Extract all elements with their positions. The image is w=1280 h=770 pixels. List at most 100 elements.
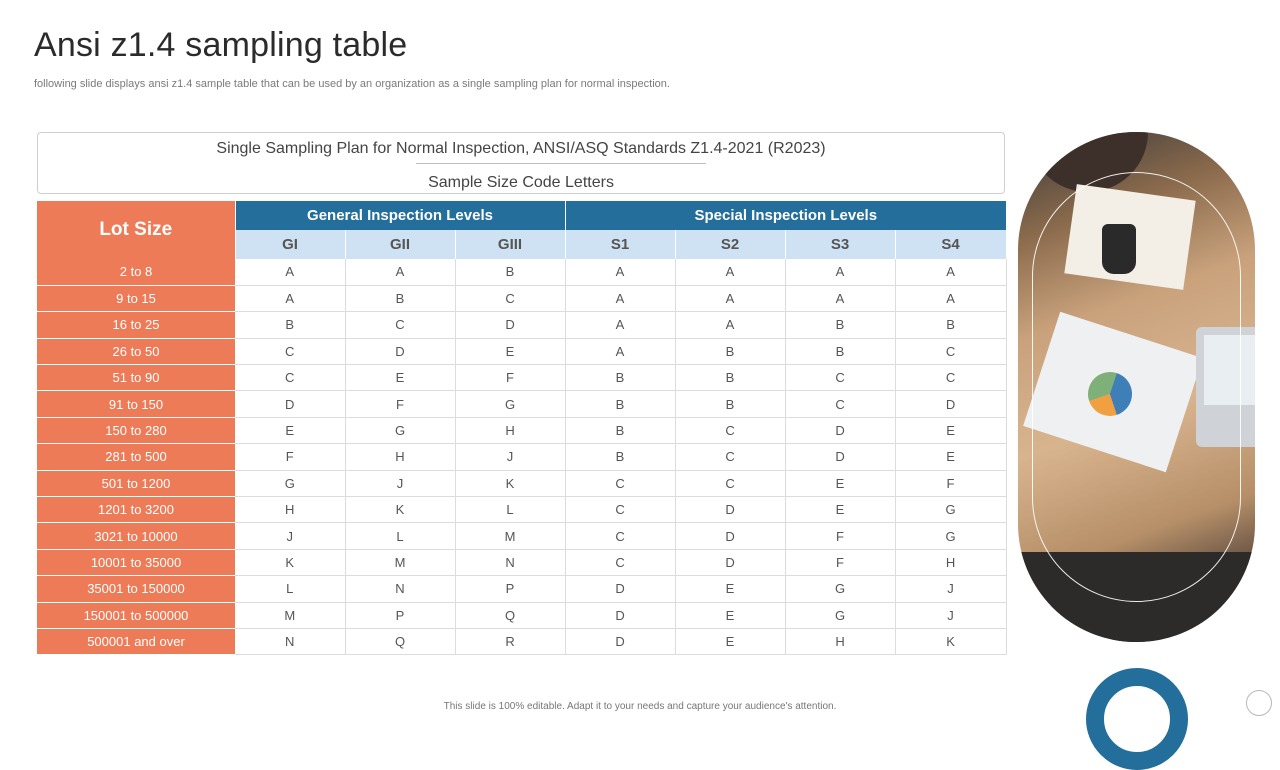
table-row: 26 to 50 C D E A B B C bbox=[37, 338, 1007, 366]
code-cell: A bbox=[785, 259, 896, 286]
lot-size-cell: 10001 to 35000 bbox=[37, 549, 235, 577]
table-row: 51 to 90 C E F B B C C bbox=[37, 364, 1007, 392]
column-header: S4 bbox=[895, 230, 1007, 259]
lot-size-cell: 16 to 25 bbox=[37, 311, 235, 339]
code-cell: A bbox=[235, 285, 346, 313]
code-cell: J bbox=[895, 602, 1007, 629]
code-cell: E bbox=[345, 364, 456, 392]
code-cell: B bbox=[235, 311, 346, 339]
column-header: GI bbox=[235, 230, 346, 259]
photo-frame-ring bbox=[1032, 172, 1241, 602]
general-inspection-header: General Inspection Levels bbox=[235, 201, 566, 230]
table-row: 9 to 15 A B C A A A A bbox=[37, 285, 1007, 313]
code-cell: F bbox=[895, 470, 1007, 498]
code-cell: G bbox=[895, 496, 1007, 524]
code-cell: L bbox=[235, 575, 346, 603]
code-cell: R bbox=[455, 628, 566, 656]
code-cell: G bbox=[455, 390, 566, 418]
code-cell: C bbox=[455, 285, 566, 313]
code-cell: G bbox=[785, 575, 896, 603]
code-cell: B bbox=[565, 417, 676, 445]
code-cell: C bbox=[235, 338, 346, 366]
code-cell: B bbox=[785, 338, 896, 366]
laptop-screen bbox=[1204, 335, 1255, 405]
code-cell: A bbox=[675, 259, 786, 286]
code-cell: K bbox=[455, 470, 566, 498]
code-cell: A bbox=[565, 338, 676, 366]
code-cell: E bbox=[785, 470, 896, 498]
lot-size-cell: 9 to 15 bbox=[37, 285, 235, 313]
code-cell: E bbox=[785, 496, 896, 524]
code-cell: H bbox=[455, 417, 566, 445]
table-row: 16 to 25 B C D A A B B bbox=[37, 311, 1007, 339]
code-cell: D bbox=[565, 575, 676, 603]
slide-subtitle: following slide displays ansi z1.4 sampl… bbox=[34, 78, 670, 90]
code-cell: F bbox=[785, 549, 896, 577]
lot-size-cell: 3021 to 10000 bbox=[37, 522, 235, 550]
laptop-icon bbox=[1196, 327, 1255, 447]
table-row: 35001 to 150000 L N P D E G J bbox=[37, 575, 1007, 603]
code-cell: K bbox=[345, 496, 456, 524]
code-cell: A bbox=[235, 259, 346, 286]
code-cell: J bbox=[895, 575, 1007, 603]
meeting-photo bbox=[1018, 132, 1255, 642]
code-cell: D bbox=[565, 602, 676, 629]
code-cell: J bbox=[455, 443, 566, 471]
code-cell: C bbox=[895, 338, 1007, 366]
code-cell: D bbox=[895, 390, 1007, 418]
table-row: 91 to 150 D F G B B C D bbox=[37, 390, 1007, 418]
code-cell: G bbox=[345, 417, 456, 445]
code-cell: A bbox=[785, 285, 896, 313]
code-cell: D bbox=[565, 628, 676, 656]
code-cell: D bbox=[675, 522, 786, 550]
code-cell: B bbox=[565, 443, 676, 471]
code-cell: A bbox=[345, 259, 456, 286]
column-header: S1 bbox=[565, 230, 676, 259]
table-row: 1201 to 3200 H K L C D E G bbox=[37, 496, 1007, 524]
code-cell: D bbox=[785, 417, 896, 445]
code-cell: Q bbox=[455, 602, 566, 629]
code-cell: M bbox=[455, 522, 566, 550]
code-cell: B bbox=[895, 311, 1007, 339]
code-cell: B bbox=[675, 338, 786, 366]
table-row: 500001 and over N Q R D E H K bbox=[37, 628, 1007, 656]
slide-title: Ansi z1.4 sampling table bbox=[34, 26, 408, 64]
code-cell: D bbox=[235, 390, 346, 418]
code-cell: G bbox=[235, 470, 346, 498]
code-cell: A bbox=[675, 285, 786, 313]
code-cell: H bbox=[235, 496, 346, 524]
code-cell: K bbox=[895, 628, 1007, 656]
lot-size-cell: 2 to 8 bbox=[37, 259, 235, 286]
table-caption-box: Single Sampling Plan for Normal Inspecti… bbox=[37, 132, 1005, 194]
code-cell: A bbox=[895, 259, 1007, 286]
code-cell: N bbox=[455, 549, 566, 577]
special-inspection-header: Special Inspection Levels bbox=[565, 201, 1007, 230]
table-row: 2 to 8 A A B A A A A bbox=[37, 259, 1007, 286]
code-cell: J bbox=[345, 470, 456, 498]
code-cell: B bbox=[785, 311, 896, 339]
lot-size-cell: 26 to 50 bbox=[37, 338, 235, 366]
sampling-table: Lot Size General Inspection Levels Speci… bbox=[37, 201, 1007, 656]
code-cell: B bbox=[345, 285, 456, 313]
table-row: 150 to 280 E G H B C D E bbox=[37, 417, 1007, 445]
code-cell: C bbox=[235, 364, 346, 392]
column-header: GIII bbox=[455, 230, 566, 259]
code-cell: A bbox=[675, 311, 786, 339]
table-row: 281 to 500 F H J B C D E bbox=[37, 443, 1007, 471]
code-cell: A bbox=[565, 285, 676, 313]
code-cell: E bbox=[235, 417, 346, 445]
table-row: 10001 to 35000 K M N C D F H bbox=[37, 549, 1007, 577]
lot-size-header: Lot Size bbox=[37, 201, 236, 259]
code-cell: B bbox=[565, 364, 676, 392]
code-cell: N bbox=[345, 575, 456, 603]
lot-size-cell: 150001 to 500000 bbox=[37, 602, 235, 629]
caption-divider bbox=[416, 163, 706, 164]
code-cell: C bbox=[785, 390, 896, 418]
sampling-table-body: 2 to 8 A A B A A A A 9 to 15 A B C A A A… bbox=[37, 259, 1007, 656]
code-cell: Q bbox=[345, 628, 456, 656]
code-cell: F bbox=[455, 364, 566, 392]
code-cell: C bbox=[565, 470, 676, 498]
code-cell: C bbox=[675, 443, 786, 471]
lot-size-cell: 91 to 150 bbox=[37, 390, 235, 418]
code-cell: M bbox=[345, 549, 456, 577]
